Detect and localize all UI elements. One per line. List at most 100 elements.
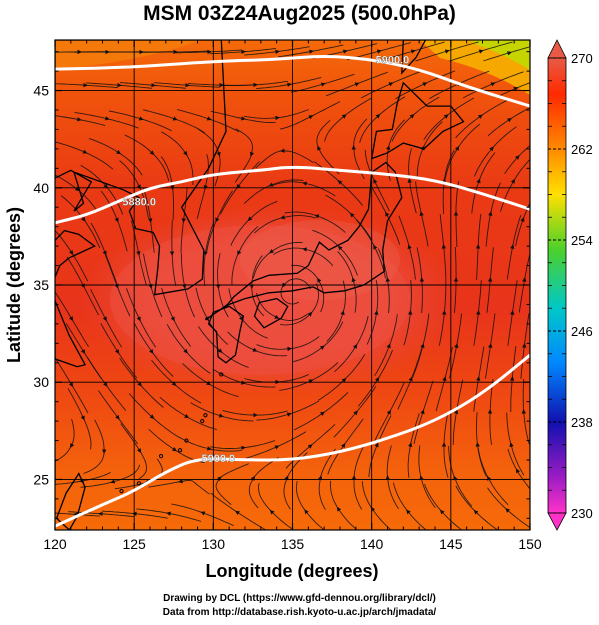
streamline-arrow [215, 217, 220, 223]
streamline-arrow [137, 381, 142, 387]
x-tick-label: 130 [202, 536, 226, 552]
streamline-arrow [234, 510, 240, 515]
streamline-arrow [241, 116, 246, 121]
streamline-arrow [80, 415, 85, 421]
streamline-arrow [80, 349, 86, 355]
streamline-arrow [117, 82, 122, 88]
streamline-arrow [178, 479, 183, 484]
streamline-arrow [475, 244, 481, 249]
streamline-arrow [520, 217, 525, 222]
y-axis-label: Latitude (degrees) [4, 207, 24, 363]
streamline-arrow [149, 414, 155, 420]
streamline-arrow [103, 381, 108, 387]
x-tick-label: 120 [43, 536, 67, 552]
coastline [55, 40, 227, 296]
streamline-arrow [172, 447, 178, 452]
island [177, 448, 183, 453]
wind-streamlines [55, 41, 530, 530]
streamline-arrow [410, 49, 416, 54]
streamline-arrow [373, 244, 378, 250]
coastline [253, 297, 289, 329]
streamline-arrow [269, 248, 274, 254]
streamline-arrow [340, 310, 345, 316]
contour-label: 5880.0 [122, 196, 156, 208]
streamline-arrow [69, 250, 74, 256]
contour-labels: 5880.0 5900.0 5900.0 [122, 54, 409, 465]
streamline-arrow [203, 251, 208, 256]
streamline-arrow [287, 82, 292, 87]
streamline-arrow [513, 87, 519, 92]
streamline-arrow [444, 49, 450, 54]
streamline-arrow [420, 343, 425, 349]
height-contour-line [55, 353, 530, 528]
streamline-arrow [487, 277, 493, 282]
streamline-arrow [206, 446, 212, 451]
streamline-arrow [408, 376, 413, 382]
streamline-arrow [341, 114, 347, 119]
y-axis-ticks: 25 30 35 40 45 [33, 51, 530, 519]
contour-label: 5900.0 [202, 453, 236, 465]
streamline-arrow [149, 150, 155, 156]
streamline-arrow [386, 409, 391, 415]
streamline-arrow [237, 250, 242, 256]
streamline-arrow [103, 183, 108, 189]
streamline [507, 448, 530, 490]
streamline-arrow [454, 409, 459, 414]
streamline-arrow [307, 444, 313, 449]
streamline-arrow [385, 277, 390, 282]
colorbar-tick-label: 230 [571, 506, 593, 521]
streamline-arrow [169, 251, 175, 256]
streamline-arrow [253, 412, 258, 418]
island [184, 438, 189, 443]
streamline-arrow [373, 178, 378, 184]
streamline-arrow [349, 212, 355, 218]
streamline-arrow [149, 348, 154, 354]
streamline-arrow [351, 475, 357, 480]
streamline-arrow [76, 117, 82, 122]
streamline-arrow [274, 445, 280, 450]
streamline-arrow [218, 413, 224, 418]
island [203, 413, 208, 418]
streamline-arrow [342, 49, 348, 54]
streamline-arrow [286, 412, 292, 417]
y-tick-label: 30 [33, 374, 49, 390]
streamline-arrow [476, 178, 481, 184]
streamline-arrow [172, 116, 178, 121]
streamline-arrow [408, 310, 413, 315]
streamline-arrow [510, 310, 515, 315]
streamline-arrow [102, 316, 107, 322]
streamline-arrow [138, 116, 144, 121]
streamline-arrow [419, 277, 425, 282]
streamline-arrow [116, 149, 122, 155]
streamline-arrow [114, 217, 119, 223]
streamline-arrow [337, 179, 343, 185]
streamline-arrow [302, 181, 307, 186]
streamline-arrow [441, 442, 447, 447]
x-tick-label: 150 [518, 536, 542, 552]
streamline-arrow [476, 310, 481, 315]
streamline-arrow [280, 148, 285, 153]
streamline-arrow [442, 376, 447, 382]
streamline-arrow [173, 49, 178, 55]
streamline-arrow [148, 218, 153, 223]
streamline-arrow [318, 475, 323, 481]
coastline [55, 300, 87, 368]
streamline-arrow [478, 49, 484, 54]
y-tick-label: 40 [33, 180, 49, 196]
streamline-arrow [280, 215, 286, 220]
streamline-arrow [477, 114, 483, 119]
streamline-arrow [385, 475, 390, 480]
streamline-arrow [275, 115, 280, 121]
streamline-arrow [207, 49, 212, 55]
island [136, 481, 142, 486]
streamline-arrow [200, 511, 206, 516]
height-contour-line [55, 55, 530, 108]
streamline-arrow [249, 151, 255, 157]
streamline-arrow [206, 380, 212, 386]
streamline-arrow [216, 476, 222, 482]
streamline-arrow [388, 82, 394, 87]
streamline-arrow [185, 82, 190, 88]
y-tick-label: 35 [33, 277, 49, 293]
coastline [55, 229, 96, 278]
